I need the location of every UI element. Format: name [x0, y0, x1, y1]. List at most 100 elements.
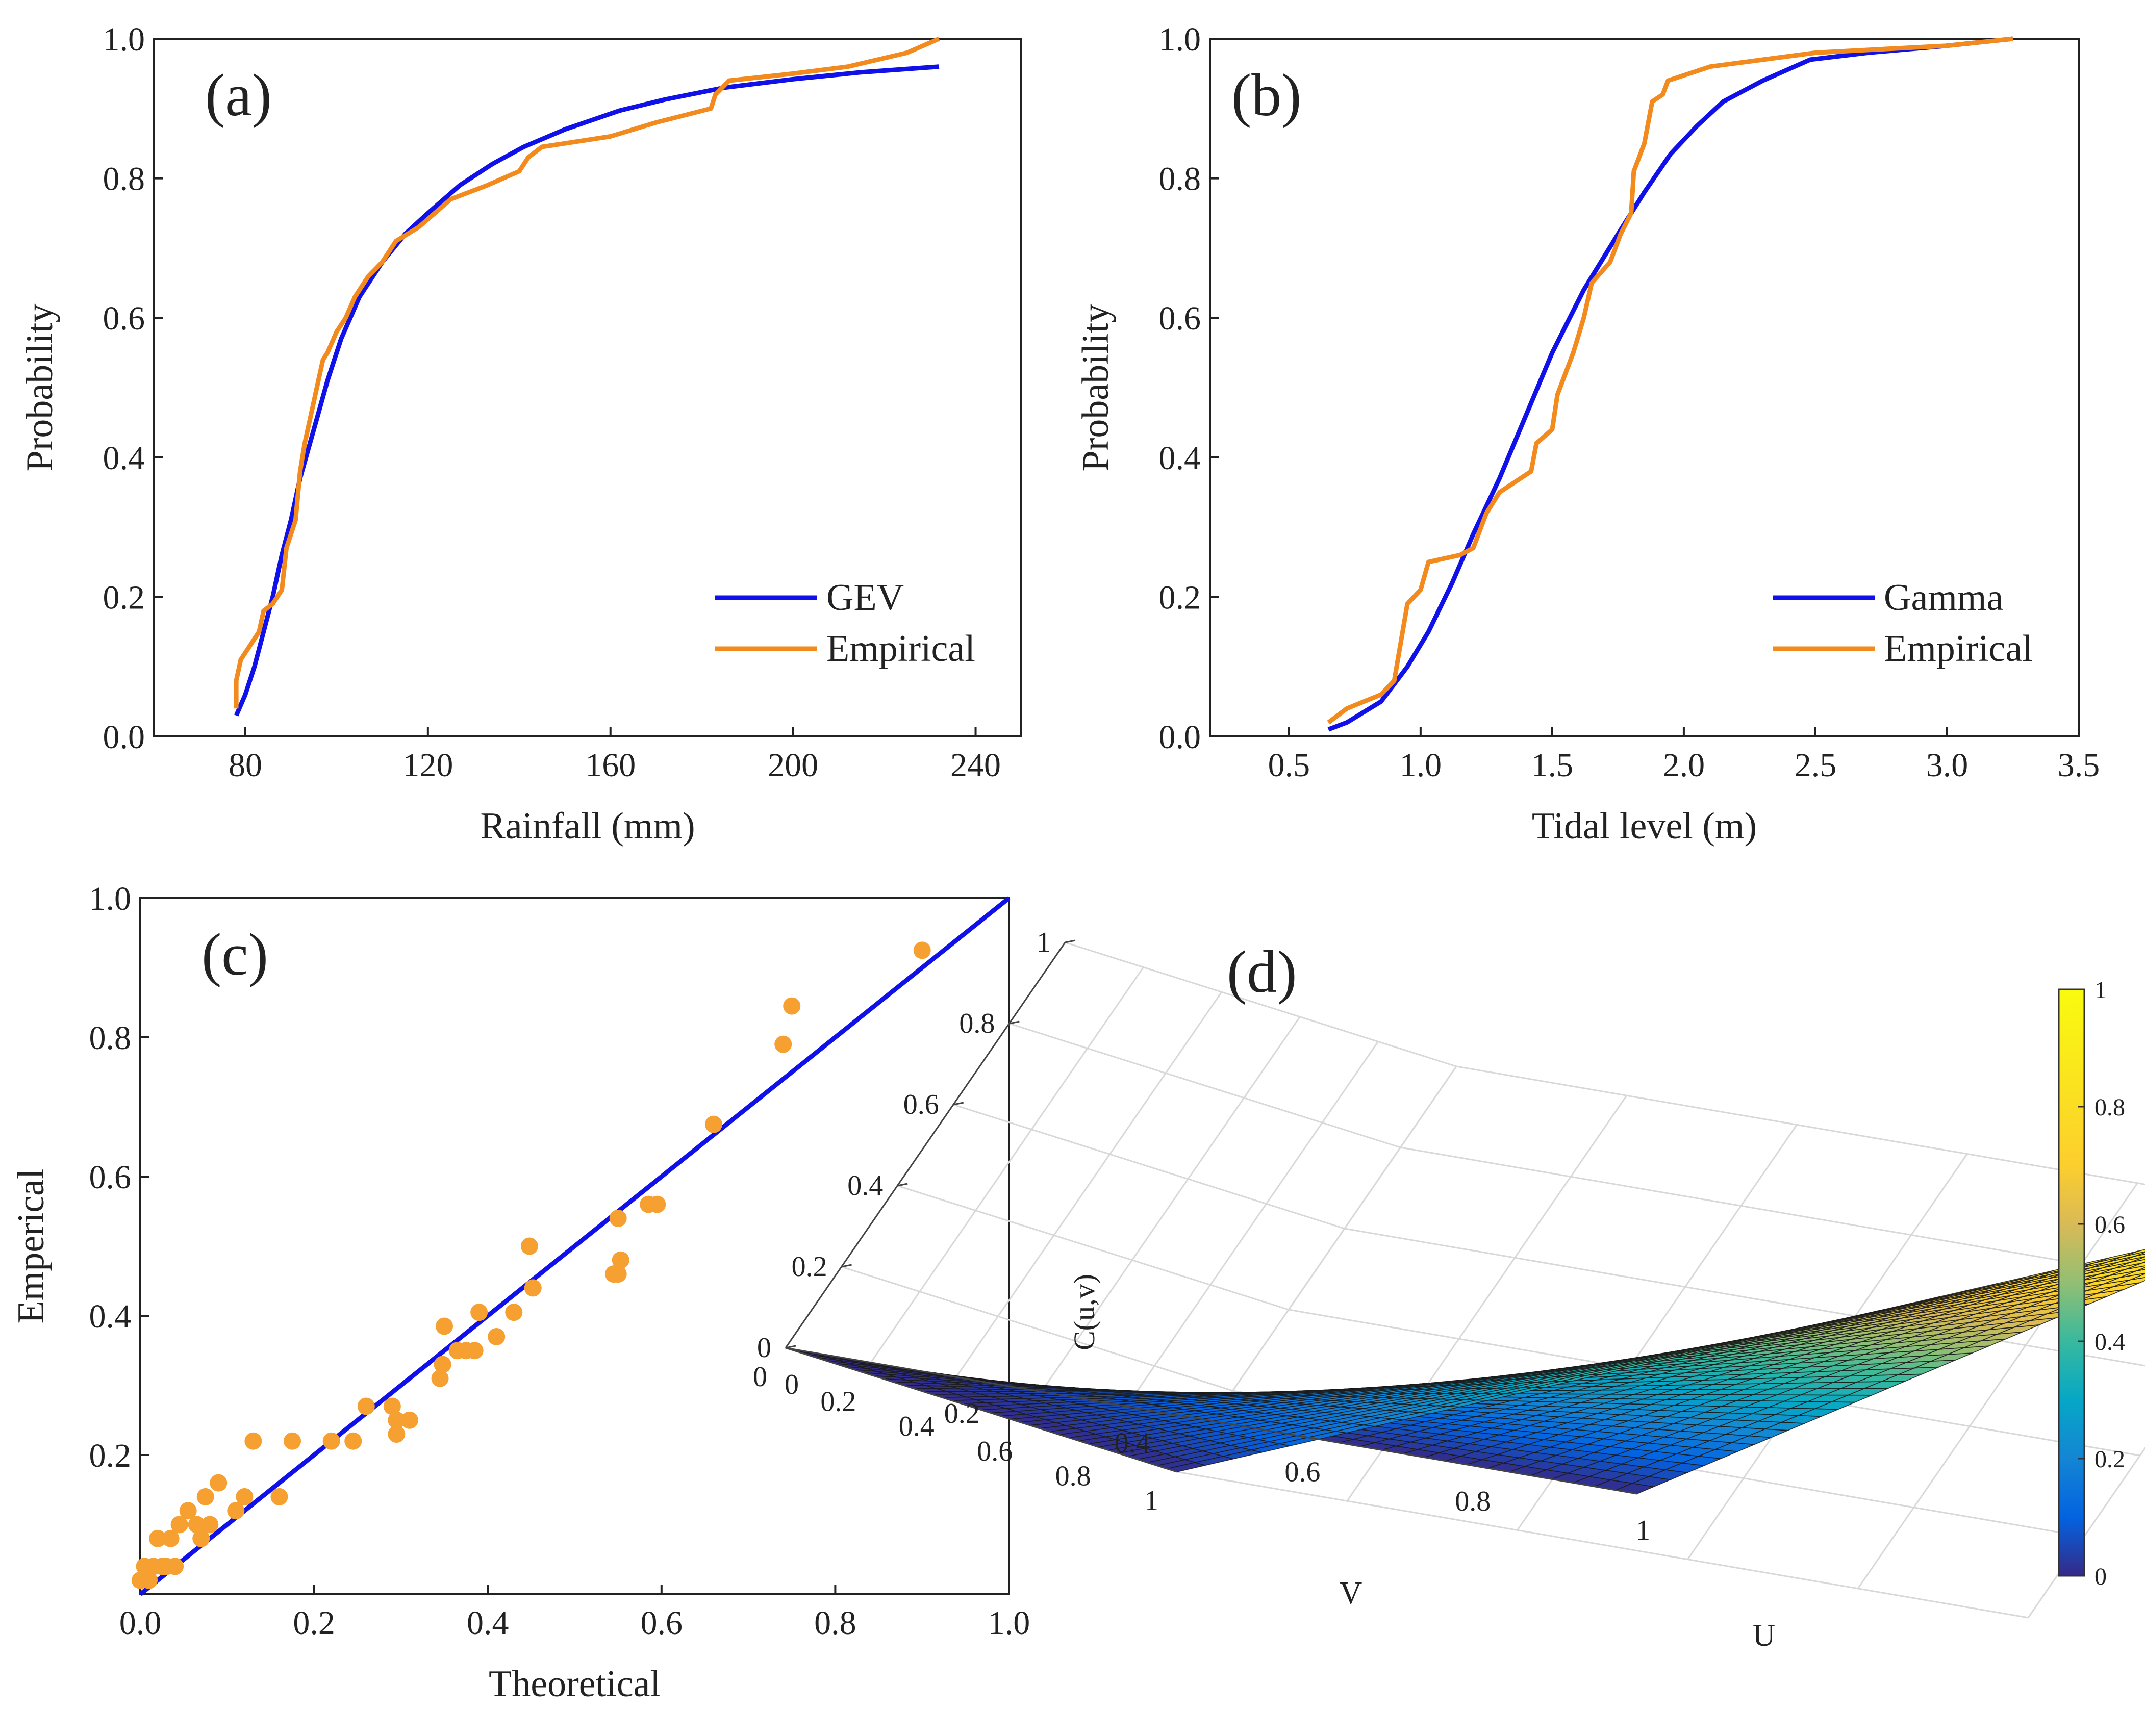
v-axis-line — [785, 1347, 1177, 1473]
x-tick-label: 120 — [402, 747, 453, 784]
y-axis-label: Probability — [19, 304, 61, 472]
x-tick-label: 80 — [229, 747, 262, 784]
z-axis-label: C(u,v) — [1068, 1274, 1101, 1350]
colorbar-tick-label: 0.4 — [2094, 1329, 2125, 1356]
scatter-point — [170, 1516, 188, 1534]
scatter-point — [704, 1115, 722, 1133]
y-tick-label: 0.4 — [89, 1298, 132, 1335]
scatter-point — [284, 1432, 301, 1450]
scatter-point — [140, 1571, 158, 1589]
u-axis-label: U — [1753, 1618, 1776, 1653]
y-tick-label: 0.4 — [1159, 440, 1201, 477]
scatter-point — [783, 997, 801, 1015]
y-tick-label: 0.6 — [103, 300, 145, 337]
z-axis-line — [785, 942, 1066, 1348]
legend-label-gamma: Gamma — [1884, 577, 2003, 619]
colorbar-tick-label: 0 — [2094, 1563, 2107, 1590]
colorbar — [2058, 988, 2085, 1577]
scatter-point — [388, 1411, 406, 1429]
x-tick-label: 1.0 — [1400, 747, 1442, 784]
v-tick-label: 0.6 — [977, 1436, 1013, 1467]
scatter-point — [236, 1488, 254, 1505]
scatter-point — [609, 1265, 627, 1283]
scatter-point — [388, 1425, 406, 1443]
grid-line — [863, 966, 1144, 1373]
z-tick-mark — [897, 1183, 908, 1187]
y-tick-label: 0.8 — [1159, 161, 1201, 198]
scatter-point — [162, 1529, 180, 1547]
scatter-point — [270, 1488, 288, 1505]
scatter-point — [188, 1516, 206, 1534]
grid-line — [1098, 1041, 1379, 1448]
x-tick-label: 240 — [950, 747, 1001, 784]
scatter-point — [227, 1502, 245, 1520]
v-tick-label: 0.4 — [899, 1411, 935, 1442]
u-tick-label: 1 — [1636, 1515, 1650, 1546]
panel-c-qq-plot: 0.2 0.4 0.6 0.8 1.0 0.0 0.2 0.4 0.6 0.8 1.0 Theoret… — [10, 880, 1030, 1705]
panel-label: (d) — [1227, 938, 1297, 1005]
scatter-point — [357, 1397, 375, 1415]
x-tick-label: 1.0 — [988, 1604, 1030, 1642]
x-tick-label: 3.0 — [1926, 747, 1969, 784]
colorbar-tick-label: 1 — [2094, 977, 2107, 1004]
panel-label: (c) — [201, 921, 268, 988]
grid-line — [1344, 1228, 2145, 1367]
z-tick-label: 0 — [757, 1332, 771, 1364]
scatter-point — [505, 1304, 523, 1321]
y-tick-label: 0.2 — [1159, 579, 1201, 616]
grid-line — [1400, 1146, 2145, 1276]
grid-line — [1456, 1065, 2145, 1185]
legend-label-empirical: Empirical — [826, 628, 975, 670]
scatter-point — [201, 1516, 219, 1534]
grid-line — [841, 1266, 1233, 1392]
colorbar-tick-label: 0.2 — [2094, 1446, 2125, 1473]
z-tick-label: 0.6 — [903, 1089, 939, 1120]
y-axis-label: Emperical — [10, 1168, 52, 1323]
colorbar-tick-label: 0.8 — [2094, 1094, 2125, 1121]
scatter-point — [210, 1474, 228, 1492]
plot-frame — [139, 897, 1010, 1595]
x-axis-label: Theoretical — [489, 1663, 661, 1705]
z-tick-mark — [953, 1102, 964, 1106]
series-line-empirical — [234, 36, 940, 709]
z-tick-mark — [1009, 1020, 1020, 1025]
z-tick-mark — [1065, 939, 1076, 943]
scatter-point — [431, 1369, 449, 1387]
scatter-point — [149, 1529, 167, 1547]
x-tick-label: 2.0 — [1663, 747, 1705, 784]
v-tick-label: 1 — [1144, 1485, 1158, 1517]
x-tick-label: 200 — [768, 747, 818, 784]
u-tick-label: 0 — [785, 1369, 799, 1400]
z-tick-label: 1 — [1037, 927, 1051, 958]
z-tick-label: 0.2 — [792, 1251, 827, 1283]
u-tick-label: 0.8 — [1455, 1486, 1491, 1517]
series-line-empirical — [1327, 36, 2013, 725]
x-axis-label: Rainfall (mm) — [480, 805, 695, 847]
scatter-point — [470, 1304, 488, 1321]
x-tick-label: 0.8 — [814, 1604, 856, 1642]
y-axis-label: Probability — [1075, 304, 1117, 472]
u-tick-label: 0.4 — [1115, 1427, 1150, 1459]
scatter-point — [400, 1411, 418, 1429]
x-tick-label: 2.5 — [1795, 747, 1837, 784]
x-tick-label: 160 — [585, 747, 636, 784]
grid-line — [897, 1185, 1289, 1311]
grid-line — [941, 991, 1223, 1398]
z-tick-label: 0.8 — [959, 1008, 995, 1039]
z-tick-mark — [841, 1264, 852, 1268]
v-tick-label: 0.2 — [820, 1386, 856, 1418]
v-axis-label: V — [1340, 1576, 1362, 1611]
scatter-point — [520, 1237, 538, 1255]
x-tick-label: 0.5 — [1268, 747, 1310, 784]
scatter-point — [322, 1432, 340, 1450]
grid-line — [1176, 1471, 2029, 1619]
colorbar-tick-label: 0.6 — [2094, 1211, 2125, 1238]
panel-a-cdf-rainfall: 0.0 0.2 0.4 0.6 0.8 1.0 80 120 160 200 240 Rainfall… — [19, 21, 1022, 847]
scatter-point — [612, 1251, 629, 1269]
x-tick-label: 1.5 — [1531, 747, 1574, 784]
u-tick-label: 0.6 — [1284, 1457, 1320, 1488]
scatter-point — [524, 1279, 542, 1297]
y-tick-label: 0.6 — [89, 1159, 132, 1196]
legend-label-gev: GEV — [826, 577, 904, 619]
grid-line — [953, 1104, 1345, 1230]
